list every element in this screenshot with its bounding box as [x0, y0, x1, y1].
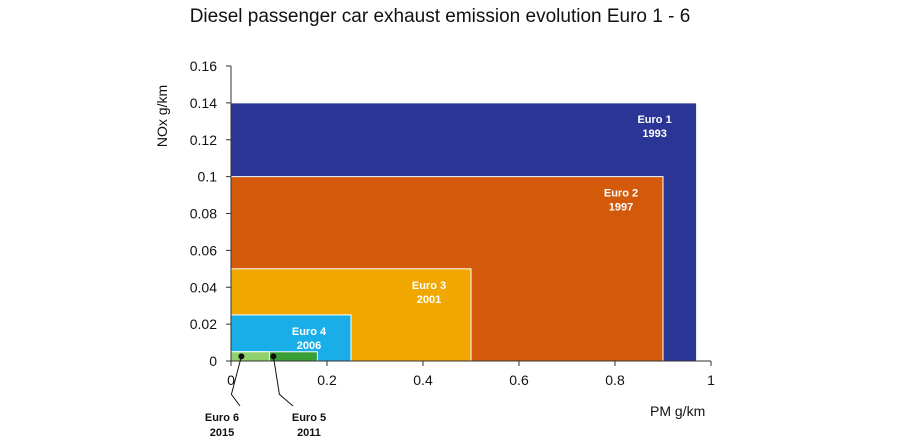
euro-6-year-label: 2015	[210, 427, 234, 439]
x-tick-label: 0.4	[413, 372, 433, 388]
chart-title: Diesel passenger car exhaust emission ev…	[190, 6, 691, 27]
euro-2-year-label: 1997	[609, 202, 633, 214]
x-tick-label: 0.2	[317, 372, 337, 388]
x-tick-label: 0.8	[605, 372, 625, 388]
y-tick-label: 0	[209, 353, 217, 369]
euro-5-name-label: Euro 5	[292, 412, 326, 424]
y-tick-label: 0.04	[190, 279, 217, 295]
euro-3-year-label: 2001	[417, 294, 441, 306]
x-axis-label: PM g/km	[650, 403, 705, 419]
axes: 0 0.2 0.4 0.6 0.8 1 0 0.02 0.04 0.06 0.08 0.1 0.12 0.…	[190, 58, 715, 388]
y-tick-label: 0.06	[190, 242, 217, 258]
euro-4-year-label: 2006	[297, 340, 321, 352]
euro-6-leader-line	[230, 356, 242, 407]
euro-5-leader-line	[272, 356, 294, 407]
euro-1-year-label: 1993	[642, 128, 666, 140]
callouts: Euro 5 2011 Euro 6 2015	[205, 353, 326, 439]
x-tick-label: 0.6	[509, 372, 529, 388]
x-tick-label: 0	[227, 372, 235, 388]
y-axis-label: NOx g/km	[154, 85, 170, 147]
y-tick-label: 0.08	[190, 206, 217, 222]
y-tick-label: 0.12	[190, 132, 217, 148]
y-tick-label: 0.14	[190, 95, 217, 111]
emission-boxes: Euro 1 1993 Euro 2 1997 Euro 3 2001 Euro 4 2006	[230, 102, 698, 362]
euro-2-name-label: Euro 2	[604, 188, 638, 200]
euro-3-name-label: Euro 3	[412, 280, 446, 292]
y-tick-label: 0.16	[190, 58, 217, 74]
y-tick-label: 0.1	[198, 169, 218, 185]
euro-1-name-label: Euro 1	[637, 114, 671, 126]
euro-6-box	[230, 351, 270, 362]
x-tick-label: 1	[707, 372, 715, 388]
euro-6-name-label: Euro 6	[205, 412, 239, 424]
y-tick-label: 0.02	[190, 316, 217, 332]
euro-5-year-label: 2011	[297, 427, 321, 439]
euro-4-name-label: Euro 4	[292, 326, 327, 338]
